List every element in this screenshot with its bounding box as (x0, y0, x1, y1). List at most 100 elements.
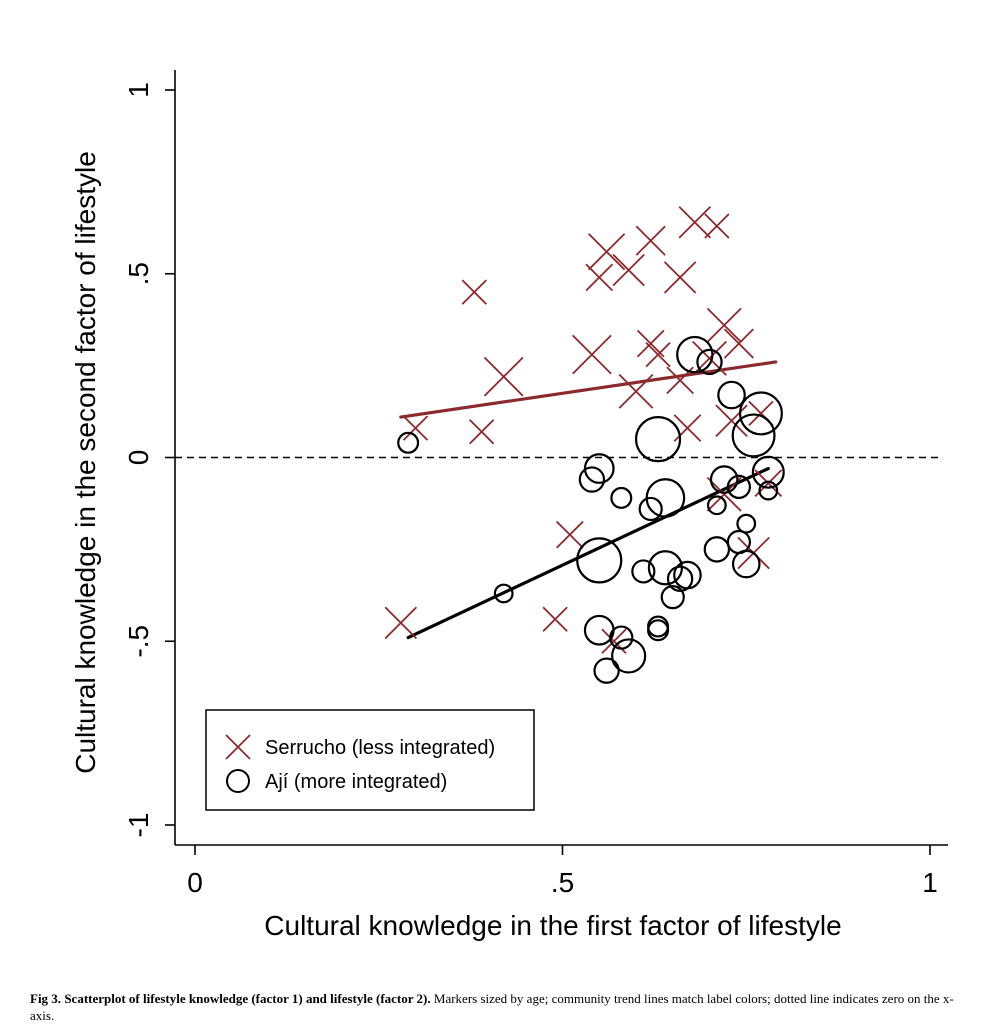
legend: Serrucho (less integrated) Ají (more int… (205, 709, 535, 811)
aji-point (593, 657, 620, 684)
x-stroke (723, 328, 754, 359)
serrucho-point (556, 520, 584, 549)
caption-text: Markers sized by age; community trend li… (30, 991, 954, 1023)
x-stroke (706, 307, 742, 343)
x-stroke (402, 415, 429, 441)
aji-point (638, 496, 663, 522)
aji-point (726, 529, 752, 555)
serrucho-point (572, 334, 612, 375)
aji-point (493, 583, 514, 604)
aji-point (758, 480, 779, 501)
x-stroke (645, 341, 671, 368)
serrucho-point (663, 261, 697, 294)
y-tick-label: 0 (123, 450, 154, 466)
serrucho-point (542, 606, 568, 632)
data-points (384, 206, 785, 684)
caption-title: Scatterplot of lifestyle knowledge (fact… (64, 991, 431, 1006)
aji-point (696, 348, 723, 376)
aji-point (726, 474, 752, 499)
aji-point (706, 495, 727, 516)
serrucho-point (402, 415, 429, 441)
x-tick-label: .5 (551, 867, 574, 898)
aji-point (611, 638, 647, 674)
caption-label: Fig 3. (30, 991, 62, 1006)
aji-point (709, 465, 739, 494)
aji-point (717, 380, 746, 410)
serrucho-point (706, 476, 742, 512)
x-stroke (461, 279, 487, 305)
serrucho-point (715, 404, 748, 437)
x-axis-title: Cultural knowledge in the first factor o… (264, 910, 841, 941)
aji-point (731, 413, 776, 458)
legend-x-icon (225, 734, 251, 760)
aji-point (703, 536, 731, 563)
serrucho-trend-line (399, 360, 778, 419)
x-stroke (542, 606, 568, 632)
serrucho-point (618, 373, 654, 409)
x-stroke (692, 340, 727, 376)
legend-label-serrucho: Serrucho (less integrated) (265, 737, 495, 759)
serrucho-point (469, 419, 495, 445)
aji-point (673, 560, 702, 590)
x-stroke (678, 206, 712, 239)
x-stroke (384, 606, 418, 640)
axes: 0 .5 1 -1 -.5 0 .5 1 (123, 70, 948, 898)
aji-point (660, 585, 685, 610)
serrucho-point (692, 340, 727, 376)
serrucho-point (673, 414, 702, 442)
legend-box (205, 709, 535, 811)
scatter-chart: 0 .5 1 -1 -.5 0 .5 1 Cultural knowledge in the … (70, 70, 948, 941)
serrucho-point (706, 307, 742, 343)
x-stroke (225, 734, 251, 760)
serrucho-point (384, 606, 418, 640)
y-tick-label: -.5 (123, 625, 154, 658)
aji-point (610, 486, 633, 509)
x-stroke (601, 628, 627, 654)
serrucho-point (704, 213, 730, 239)
serrucho-point (678, 206, 712, 239)
aji-point (676, 335, 714, 374)
x-stroke (612, 253, 645, 287)
legend-label-aji: Ají (more integrated) (265, 771, 447, 793)
aji-point (576, 537, 623, 584)
x-tick-label: 1 (922, 867, 938, 898)
aji-point (666, 565, 694, 592)
aji-point (631, 559, 656, 584)
x-stroke (585, 263, 614, 292)
x-stroke (673, 414, 702, 442)
serrucho-point (461, 279, 487, 305)
x-stroke (618, 373, 654, 409)
x-stroke (704, 213, 730, 239)
aji-point (578, 466, 606, 493)
aji-point (634, 416, 682, 463)
aji-point (583, 614, 615, 646)
legend-circle-marker-icon (226, 769, 250, 793)
aji-trend-line (406, 466, 770, 640)
aji-point (647, 619, 670, 642)
x-stroke (572, 334, 612, 375)
x-stroke (635, 225, 666, 256)
serrucho-point (483, 356, 524, 397)
y-tick-label: -1 (123, 813, 154, 838)
serrucho-point (635, 225, 666, 256)
x-stroke (706, 476, 742, 512)
x-stroke (469, 419, 495, 445)
x-stroke (556, 520, 584, 549)
aji-point (751, 455, 785, 489)
aji-point (738, 391, 783, 436)
x-stroke (715, 404, 748, 437)
legend-circle-icon (226, 769, 250, 793)
x-stroke (587, 233, 626, 271)
serrucho-point (612, 253, 645, 287)
aji-point (397, 431, 420, 454)
serrucho-point (723, 328, 754, 359)
figure-caption: Fig 3. Scatterplot of lifestyle knowledg… (30, 990, 965, 1024)
aji-point (736, 513, 757, 534)
serrucho-point (587, 233, 626, 271)
x-stroke (748, 400, 774, 427)
legend-x-marker-icon (225, 734, 251, 760)
trend-lines (399, 360, 778, 640)
x-stroke (663, 261, 697, 294)
x-stroke (483, 356, 524, 397)
x-stroke (636, 329, 665, 358)
